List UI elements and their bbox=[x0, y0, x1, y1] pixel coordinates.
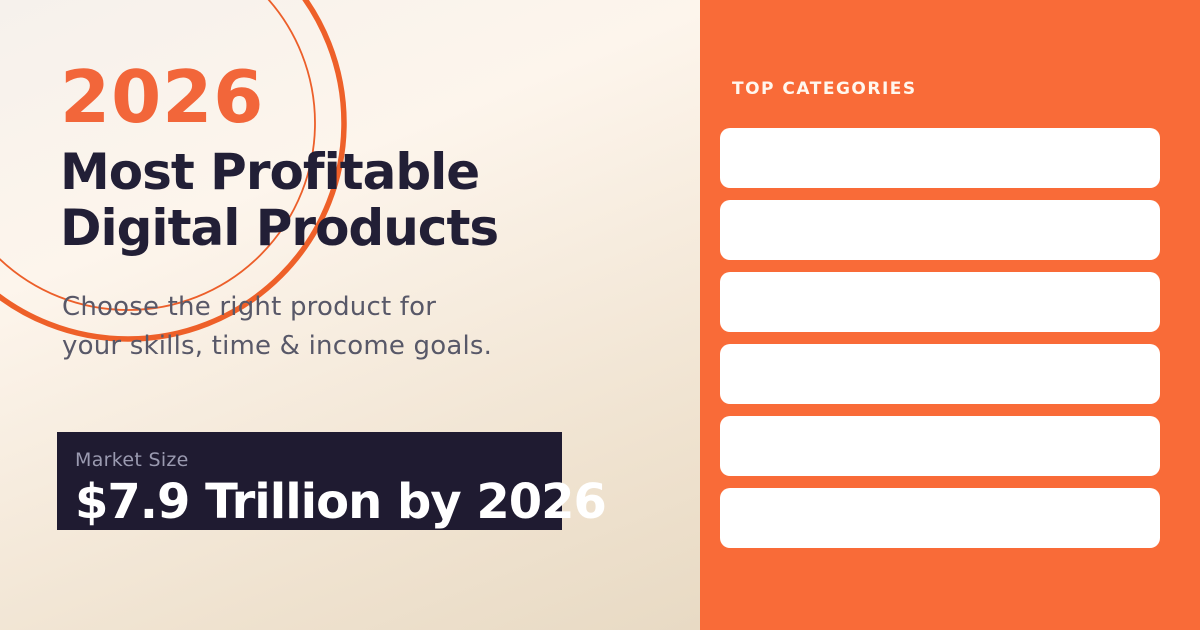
market-size-value: $7.9 Trillion by 2026 bbox=[75, 474, 607, 530]
outer-circle-outline bbox=[0, 0, 347, 342]
right-panel: TOP CATEGORIES bbox=[700, 0, 1200, 630]
main-title-line2: Digital Products bbox=[60, 199, 499, 257]
market-size-label: Market Size bbox=[75, 449, 189, 471]
category-slot bbox=[720, 344, 1160, 404]
category-slot bbox=[720, 416, 1160, 476]
left-panel: 2026 Most Profitable Digital Products Ch… bbox=[0, 0, 700, 630]
main-title: Most Profitable Digital Products bbox=[60, 143, 499, 257]
category-slot bbox=[720, 272, 1160, 332]
subtitle: Choose the right product for your skills… bbox=[62, 288, 492, 366]
concentric-circles-icon bbox=[0, 0, 347, 342]
category-slot bbox=[720, 128, 1160, 188]
category-slot bbox=[720, 488, 1160, 548]
category-slot bbox=[720, 200, 1160, 260]
category-slots bbox=[720, 128, 1160, 560]
subtitle-line1: Choose the right product for bbox=[62, 292, 437, 322]
main-title-line1: Most Profitable bbox=[60, 143, 480, 201]
year-heading: 2026 bbox=[60, 55, 265, 139]
market-size-box: Market Size $7.9 Trillion by 2026 bbox=[57, 432, 607, 530]
top-categories-heading: TOP CATEGORIES bbox=[732, 79, 917, 99]
subtitle-line2: your skills, time & income goals. bbox=[62, 331, 493, 361]
inner-circle-outline bbox=[0, 0, 316, 311]
